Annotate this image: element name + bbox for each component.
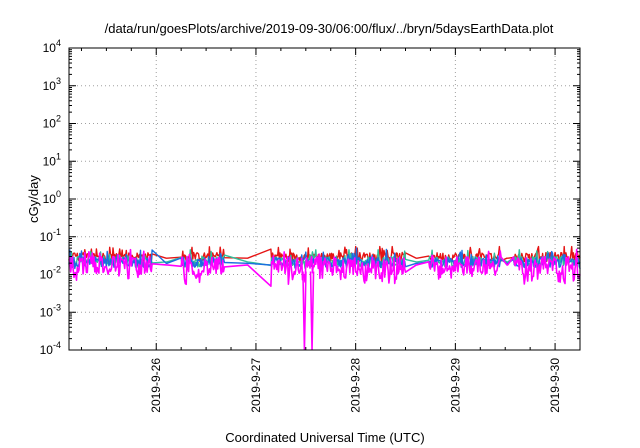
y-tick-label: 10-4 xyxy=(40,340,61,357)
x-tick-label: 2019-9-28 xyxy=(349,358,363,413)
dropout-spike xyxy=(302,271,307,351)
dropout-spike xyxy=(309,271,315,351)
x-axis: 2019-9-26 2019-9-27 2019-9-28 2019-9-29 2019… xyxy=(80,48,562,413)
x-tick-label: 2019-9-27 xyxy=(249,358,263,413)
grid xyxy=(69,48,580,350)
x-tick-label: 2019-9-29 xyxy=(448,358,462,413)
y-tick-label: 100 xyxy=(43,189,61,206)
y-tick-label: 10-2 xyxy=(40,265,61,282)
y-tick-label: 103 xyxy=(43,76,61,93)
series-line xyxy=(68,248,581,287)
y-axis: 104 103 102 101 100 10-1 10-2 10-3 10-4 xyxy=(40,38,580,357)
series-layer xyxy=(68,245,581,351)
y-tick-label: 104 xyxy=(43,38,61,55)
y-tick-label: 10-3 xyxy=(40,302,61,319)
series-line xyxy=(68,249,581,269)
y-tick-label: 102 xyxy=(43,114,61,131)
x-tick-label: 2019-9-30 xyxy=(548,358,562,413)
y-tick-label: 101 xyxy=(43,151,61,168)
series-line xyxy=(68,245,581,263)
x-tick-label: 2019-9-26 xyxy=(149,358,163,413)
chart-title: /data/run/goesPlots/archive/2019-09-30/0… xyxy=(105,21,554,36)
series-line xyxy=(68,247,581,270)
y-tick-label: 10-1 xyxy=(40,227,61,244)
x-axis-label: Coordinated Universal Time (UTC) xyxy=(225,430,424,445)
y-axis-label: cGy/day xyxy=(26,175,41,223)
